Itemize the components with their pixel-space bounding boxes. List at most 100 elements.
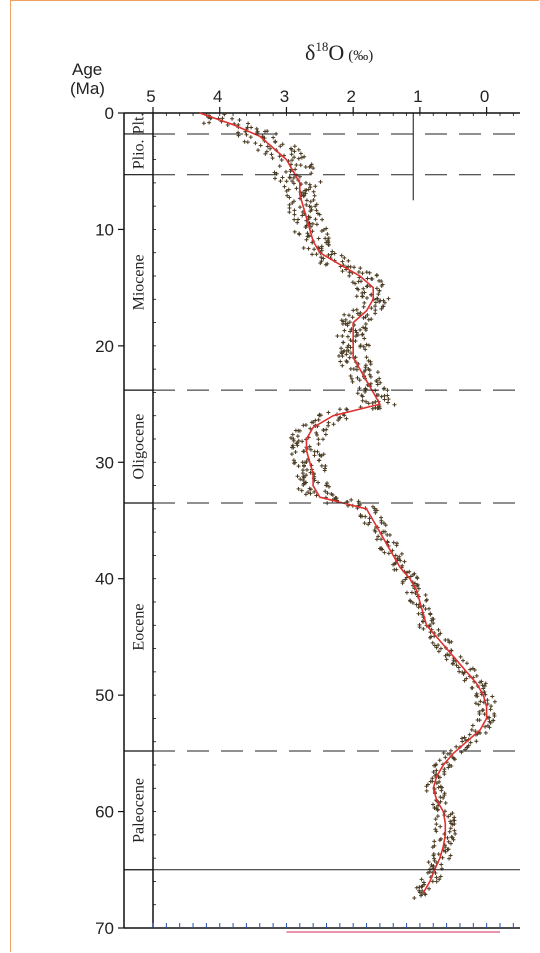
scatter-point xyxy=(303,460,308,465)
scatter-point xyxy=(309,171,314,176)
scatter-point xyxy=(366,358,371,363)
scatter-point xyxy=(254,126,259,131)
scatter-point xyxy=(476,702,481,707)
scatter-point xyxy=(290,432,295,437)
scatter-point xyxy=(423,892,428,897)
scatter-point xyxy=(392,402,397,407)
scatter-point xyxy=(290,158,295,163)
scatter-point xyxy=(283,169,288,174)
scatter-point xyxy=(450,835,455,840)
scatter-point xyxy=(394,567,399,572)
scatter-point xyxy=(380,547,385,552)
scatter-point xyxy=(487,719,492,724)
scatter-point xyxy=(309,420,314,425)
scatter-point xyxy=(322,468,327,473)
scatter-point xyxy=(342,312,347,317)
scatter-point xyxy=(431,802,436,807)
scatter-point xyxy=(369,317,374,322)
scatter-point xyxy=(289,452,294,457)
scatter-point xyxy=(237,118,242,123)
scatter-point xyxy=(365,276,370,281)
scatter-point xyxy=(386,551,391,556)
scatter-point xyxy=(393,553,398,558)
scatter-point xyxy=(348,373,353,378)
scatter-point xyxy=(319,255,324,260)
scatter-point xyxy=(480,683,485,688)
scatter-point xyxy=(391,540,396,545)
scatter-point xyxy=(360,291,365,296)
scatter-point xyxy=(367,368,372,373)
scatter-point xyxy=(225,123,230,128)
scatter-point xyxy=(407,569,412,574)
scatter-point xyxy=(273,176,278,181)
scatter-point xyxy=(319,259,324,264)
scatter-point xyxy=(288,435,293,440)
scatter-point xyxy=(423,593,428,598)
scatter-point xyxy=(293,428,298,433)
scatter-point xyxy=(416,605,421,610)
scatter-point xyxy=(424,784,429,789)
scatter-point xyxy=(436,785,441,790)
scatter-point xyxy=(364,284,369,289)
scatter-point xyxy=(487,725,492,730)
scatter-point xyxy=(437,838,442,843)
scatter-point xyxy=(448,748,453,753)
scatter-point xyxy=(353,281,358,286)
scatter-point xyxy=(483,730,488,735)
scatter-point xyxy=(450,822,455,827)
scatter-point xyxy=(353,334,358,339)
scatter-point xyxy=(448,841,453,846)
y-tick-label-6: 60 xyxy=(95,803,114,822)
scatter-point xyxy=(437,877,442,882)
scatter-point xyxy=(348,345,353,350)
scatter-point xyxy=(367,516,372,521)
scatter-point xyxy=(428,779,433,784)
scatter-point xyxy=(441,750,446,755)
scatter-point xyxy=(302,188,307,193)
scatter-point xyxy=(340,354,345,359)
scatter-point xyxy=(307,444,312,449)
scatter-point xyxy=(478,730,483,735)
scatter-point xyxy=(349,497,354,502)
scatter-point xyxy=(311,189,316,194)
scatter-point xyxy=(382,550,387,555)
scatter-point xyxy=(294,163,299,168)
scatter-point xyxy=(304,198,309,203)
scatter-point xyxy=(264,149,269,154)
scatter-point xyxy=(297,231,302,236)
scatter-point xyxy=(302,154,307,159)
scatter-point xyxy=(382,393,387,398)
scatter-point xyxy=(291,445,296,450)
scatter-point xyxy=(222,112,227,117)
scatter-point xyxy=(364,270,369,275)
scatter-point xyxy=(326,242,331,247)
scatter-point xyxy=(419,884,424,889)
scatter-point xyxy=(440,855,445,860)
scatter-point xyxy=(316,437,321,442)
scatter-point xyxy=(285,193,290,198)
scatter-point xyxy=(395,556,400,561)
scatter-point xyxy=(421,603,426,608)
y-tick-label-7: 70 xyxy=(95,919,114,938)
scatter-point xyxy=(423,606,428,611)
scatter-point xyxy=(314,493,319,498)
scatter-point xyxy=(374,286,379,291)
scatter-point xyxy=(318,179,323,184)
scatter-point xyxy=(435,807,440,812)
scatter-point xyxy=(319,463,324,468)
scatter-point xyxy=(307,204,312,209)
epoch-layer: Plt. Plio. Miocene Oligocene Eocene Paleocene xyxy=(124,113,520,871)
scatter-point xyxy=(436,643,441,648)
scatter-point xyxy=(326,423,331,428)
x-tick-label-1: 4 xyxy=(213,87,222,106)
scatter-point xyxy=(306,490,311,495)
scatter-point xyxy=(363,363,368,368)
scatter-point xyxy=(351,308,356,313)
scatter-point xyxy=(363,322,368,327)
scatter-point xyxy=(477,711,482,716)
scatter-point xyxy=(374,537,379,542)
scatter-point xyxy=(385,388,390,393)
scatter-point xyxy=(325,481,330,486)
scatter-point xyxy=(291,175,296,180)
scatter-point xyxy=(451,837,456,842)
